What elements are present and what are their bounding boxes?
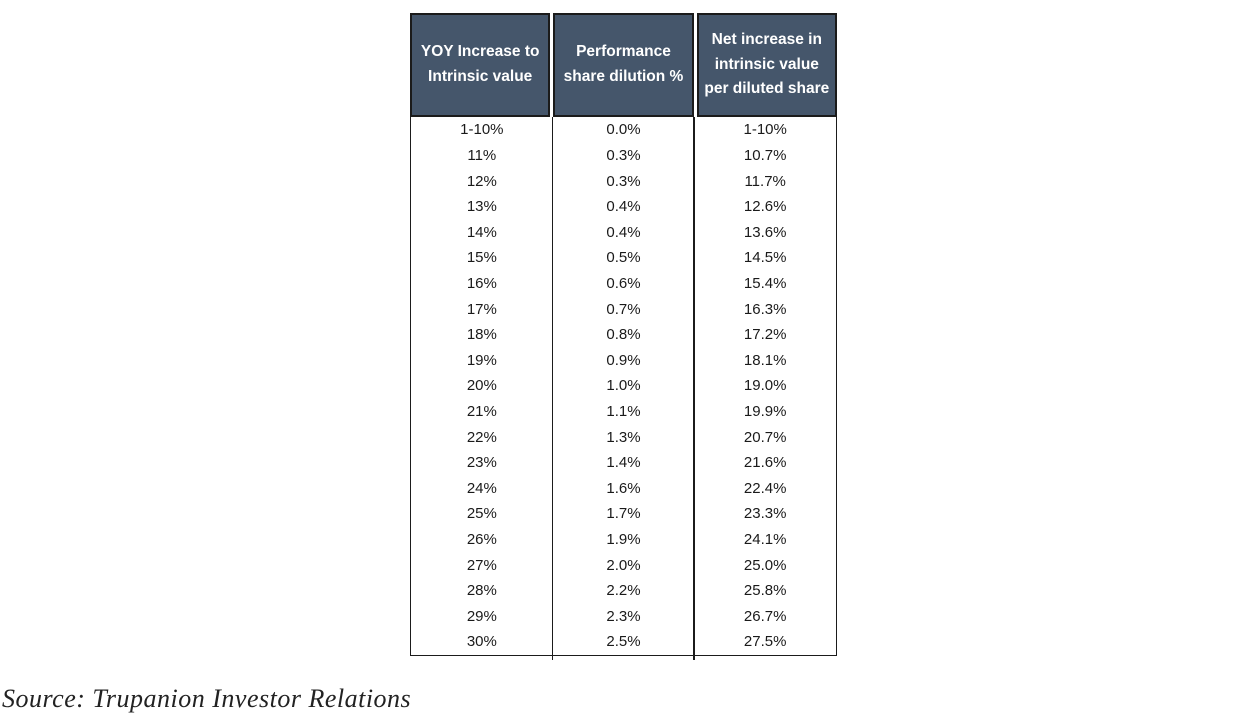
- table-cell: 23%: [466, 454, 497, 472]
- table-cell: 0.4%: [606, 223, 641, 241]
- table-cell: 26%: [466, 531, 497, 549]
- table-cell: 25%: [466, 505, 497, 523]
- table-cell: 0.6%: [606, 274, 641, 292]
- table-cell: 18%: [466, 326, 497, 344]
- table-header-yoy-increase: YOY Increase to Intrinsic value: [410, 13, 551, 117]
- table-cell: 11%: [467, 146, 497, 164]
- table-cell: 18.1%: [743, 351, 787, 369]
- table-cell: 24%: [466, 479, 497, 497]
- table-cell: 15.4%: [743, 274, 787, 292]
- table-cell: 13.6%: [743, 223, 787, 241]
- column-divider: [693, 117, 695, 660]
- table-cell: 13%: [466, 198, 497, 216]
- table-header-row: YOY Increase to Intrinsic value Performa…: [410, 13, 837, 117]
- table-cell: 20.7%: [743, 428, 787, 446]
- table-cell: 25.8%: [743, 582, 787, 600]
- table-cell: 1.0%: [606, 377, 641, 395]
- table-cell: 1-10%: [743, 121, 787, 139]
- table-header-share-dilution: Performance share dilution %: [553, 13, 694, 117]
- table-cell: 0.3%: [606, 146, 641, 164]
- table-header-net-increase: Net increase in intrinsic value per dilu…: [696, 13, 837, 117]
- table-cell: 2.2%: [606, 582, 641, 600]
- table-cell: 19.9%: [743, 403, 787, 420]
- table-cell: 19.0%: [743, 377, 787, 395]
- table-cell: 25.0%: [743, 556, 787, 574]
- table-cell: 27%: [466, 556, 497, 574]
- table-cell: 1.9%: [606, 531, 641, 549]
- table-cell: 26.7%: [743, 607, 787, 625]
- table-cell: 28%: [466, 582, 497, 600]
- table-cell: 0.3%: [606, 172, 641, 190]
- table-cell: 20%: [466, 377, 497, 395]
- column-divider: [551, 117, 554, 660]
- table-body: 1-10% 0.0% 1-10% 11% 0.3% 10.7% 12% 0.3% 11.7% 13…: [410, 117, 837, 660]
- table-cell: 10.7%: [743, 146, 787, 164]
- table-cell: 1.7%: [606, 505, 641, 523]
- table-cell: 0.9%: [606, 351, 641, 369]
- source-note: Source: Trupanion Investor Relations: [2, 684, 412, 713]
- table-cell: 27.5%: [743, 633, 787, 651]
- table-cell: 11.7%: [744, 172, 786, 190]
- table-cell: 14%: [466, 223, 497, 241]
- table-cell: 30%: [466, 633, 497, 651]
- table-cell: 16%: [466, 274, 497, 292]
- table-cell: 2.3%: [606, 607, 641, 625]
- table-cell: 1.4%: [606, 454, 641, 472]
- table-cell: 1.6%: [606, 479, 641, 497]
- table-cell: 1.1%: [606, 403, 641, 420]
- table-cell: 21%: [466, 403, 497, 420]
- table-cell: 12.6%: [743, 198, 787, 216]
- table-cell: 0.5%: [606, 249, 641, 267]
- table-cell: 16.3%: [743, 300, 787, 318]
- table-cell: 1.3%: [606, 428, 641, 446]
- table-cell: 17%: [466, 300, 497, 318]
- table-cell: 29%: [466, 607, 497, 625]
- table-cell: 14.5%: [743, 249, 787, 267]
- table-cell: 1-10%: [460, 121, 504, 139]
- table-cell: 19%: [466, 351, 497, 369]
- table-cell: 24.1%: [743, 531, 787, 549]
- table-cell: 2.5%: [606, 633, 641, 651]
- table-cell: 0.0%: [606, 121, 641, 139]
- table-cell: 0.4%: [606, 198, 641, 216]
- table-cell: 2.0%: [606, 556, 641, 574]
- table-cell: 22.4%: [743, 479, 787, 497]
- table-cell: 0.7%: [606, 300, 641, 318]
- table-cell: 12%: [466, 172, 497, 190]
- table-cell: 22%: [466, 428, 497, 446]
- table-cell: 23.3%: [743, 505, 787, 523]
- table-cell: 0.8%: [606, 326, 641, 344]
- table-cell: 15%: [466, 249, 497, 267]
- table-cell: 17.2%: [743, 326, 787, 344]
- intrinsic-value-dilution-table: YOY Increase to Intrinsic value Performa…: [410, 13, 837, 660]
- table-cell: 21.6%: [743, 454, 787, 472]
